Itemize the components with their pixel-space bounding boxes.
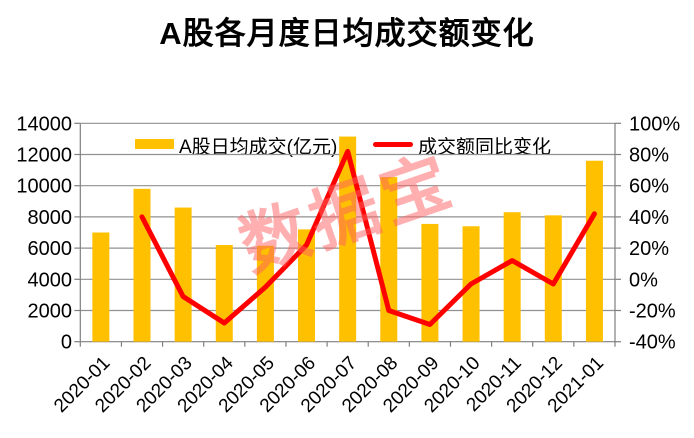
left-axis-label: 6000	[28, 238, 73, 260]
left-axis-label: 4000	[28, 269, 73, 291]
bar-2020-04	[215, 244, 233, 342]
chart-title: A股各月度日均成交额变化	[159, 16, 535, 51]
bar-2020-12	[544, 215, 562, 342]
bar-2020-03	[174, 207, 192, 342]
left-axis-label: 12000	[16, 145, 72, 167]
bar-2020-08	[380, 177, 398, 342]
right-axis-label: 20%	[629, 238, 669, 260]
left-axis-label: 14000	[16, 113, 72, 135]
left-axis-label: 2000	[28, 301, 73, 323]
left-axis-label: 8000	[28, 207, 73, 229]
yoy-line	[139, 148, 597, 327]
bar-legend-label: A股日均成交(亿元)	[179, 137, 338, 158]
right-axis-label: 40%	[629, 207, 669, 229]
legend: A股日均成交(亿元) 成交额同比变化	[0, 60, 694, 158]
bar-2020-02	[133, 188, 151, 342]
bar-legend-swatch	[135, 139, 174, 149]
line-legend-label: 成交额同比变化	[418, 137, 552, 158]
right-axis-label: -20%	[629, 301, 676, 323]
right-axis-label: -40%	[629, 332, 676, 354]
bar-2020-06	[298, 229, 316, 342]
right-axis-label: 80%	[629, 145, 669, 167]
bar-2020-11	[503, 212, 521, 342]
bar-2020-07	[339, 136, 357, 342]
right-axis-label: 0%	[629, 269, 658, 291]
bar-2020-09	[421, 223, 439, 342]
left-axis-label: 0	[61, 332, 72, 354]
left-axis-label: 10000	[16, 176, 72, 198]
right-axis-label: 60%	[629, 176, 669, 198]
bar-2020-05	[256, 245, 274, 342]
bar-2020-01	[92, 232, 110, 342]
bar-2021-01	[585, 160, 603, 342]
right-axis-label: 100%	[629, 113, 680, 135]
line-legend-swatch	[373, 142, 413, 147]
